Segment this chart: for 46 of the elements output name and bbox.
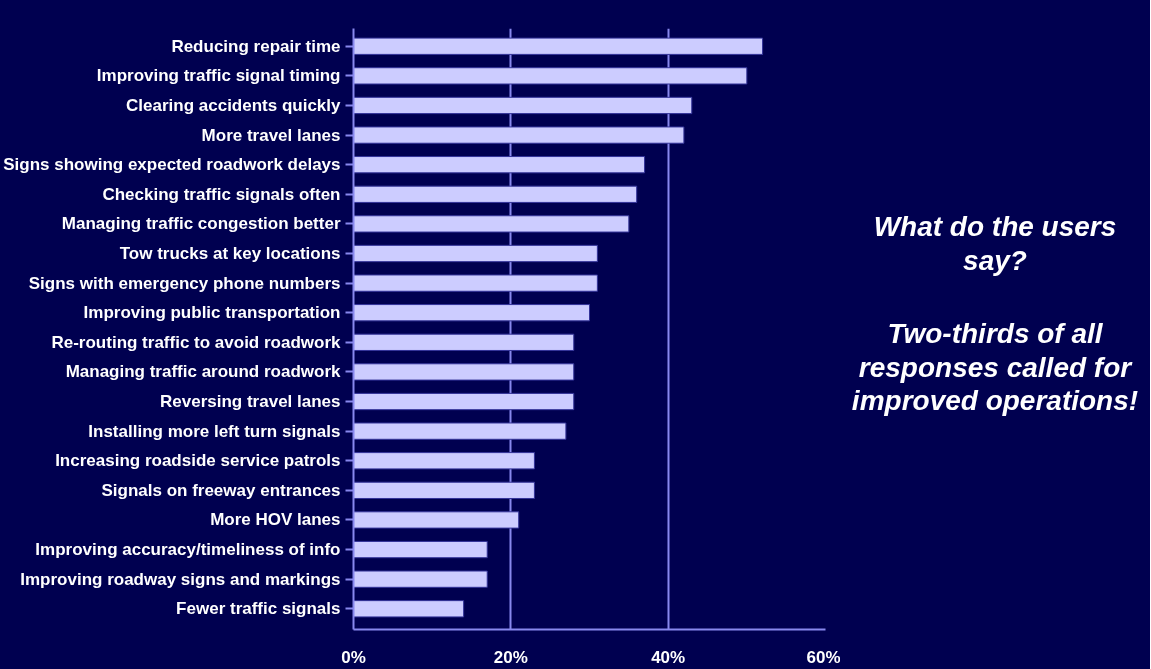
bar [353,304,590,322]
x-tick-label: 40% [651,647,686,667]
y-tick-label: Re-routing traffic to avoid roadwork [51,332,342,352]
bar [353,363,575,381]
bar [353,333,575,351]
y-tick-label: Reversing travel lanes [160,392,341,412]
y-tick-label: Improving accuracy/timeliness of info [35,540,341,560]
y-tick-label: Increasing roadside service patrols [55,451,341,471]
bar [353,392,575,411]
y-tick-label: Checking traffic signals often [102,184,341,204]
bar [353,96,693,115]
y-tick-label: Reducing repair time [171,36,341,56]
y-tick-label: Improving public transportation [83,303,341,323]
bar [353,600,465,618]
y-tick-label: Signals on freeway entrances [101,480,341,500]
bar [353,570,488,588]
bar [353,67,748,85]
bar [353,244,598,263]
x-tick-label: 0% [341,647,366,667]
y-tick-label: Managing traffic congestion better [61,214,341,234]
bar [353,215,630,233]
x-tick-label: 60% [806,647,841,667]
y-tick-label: Clearing accidents quickly [126,95,342,115]
y-tick-label: Signs with emergency phone numbers [28,273,341,293]
y-tick-label: More travel lanes [201,125,341,145]
y-tick-label: Managing traffic around roadwork [65,362,342,382]
y-tick-label: More HOV lanes [210,510,341,530]
bar [353,37,764,55]
x-tick-label: 20% [493,647,528,667]
bar [353,274,598,292]
bar [353,511,520,529]
bar [353,422,567,440]
y-tick-label: Installing more left turn signals [88,421,341,441]
y-tick-label: Improving roadway signs and markings [20,569,341,589]
y-tick-label: Improving traffic signal timing [96,66,341,86]
bar [353,540,488,559]
text: Two-thirds of all responses called for improved operations! [850,317,1140,418]
y-tick-label: Fewer traffic signals [176,599,341,619]
bar [353,452,535,470]
bar [353,126,685,144]
y-tick-label: Tow trucks at key locations [119,244,341,263]
bar [353,156,646,174]
y-tick-label: Signs showing expected roadwork delays [3,155,341,175]
text: What do the users say? [872,210,1118,278]
bar [353,481,535,499]
bar [353,185,638,203]
